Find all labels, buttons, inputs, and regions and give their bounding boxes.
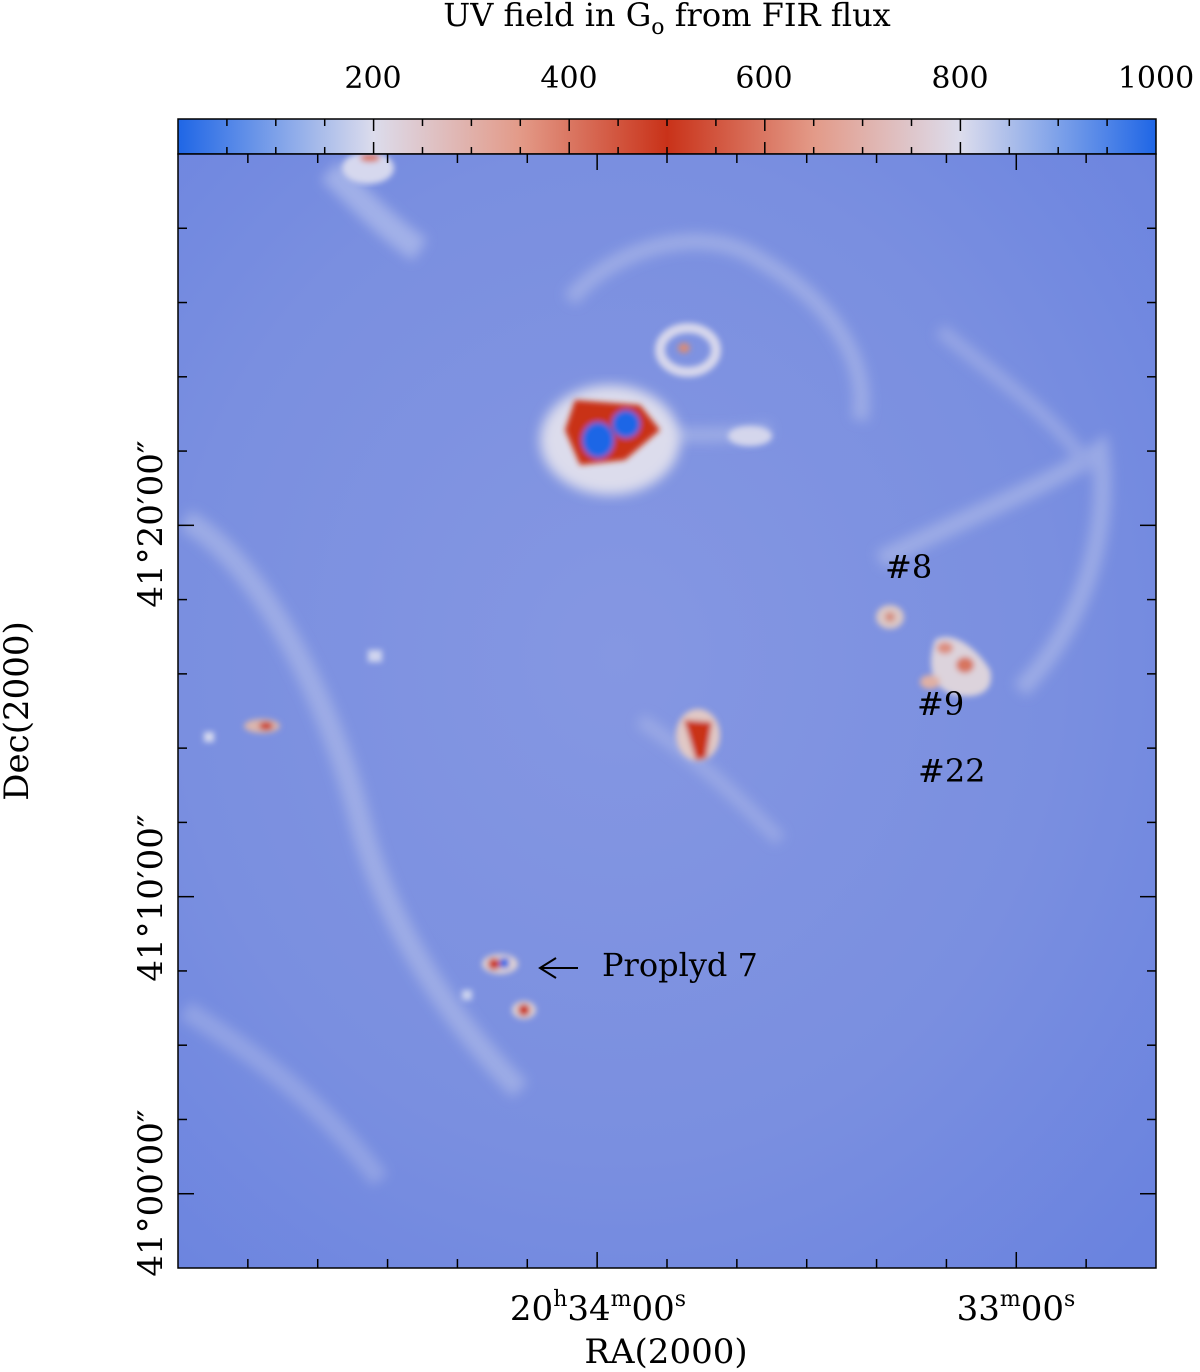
label-source-9: #9 bbox=[917, 685, 964, 723]
colorbar-ticks bbox=[226, 119, 1108, 154]
x-axis-label: RA(2000) bbox=[584, 1332, 747, 1372]
colorbar-tick-label: 600 bbox=[735, 61, 792, 96]
label-source-8: #8 bbox=[885, 548, 932, 586]
colorbar: UV field in Go from FIR flux 200 400 600… bbox=[177, 0, 1194, 155]
colorbar-tick-label: 1000 bbox=[1118, 61, 1194, 96]
proplyd-arrow bbox=[538, 957, 578, 979]
colorbar-tick-label: 200 bbox=[344, 61, 401, 96]
uv-field-map bbox=[178, 154, 1156, 1268]
y-axis-label: Dec(2000) bbox=[0, 621, 37, 800]
proplyd-source bbox=[462, 954, 536, 1019]
y-tick-label: 41°00′00″ bbox=[131, 1109, 171, 1276]
x-tick-label: 20h34m00s bbox=[510, 1287, 686, 1329]
bright-source bbox=[540, 385, 680, 495]
colorbar-tick-label: 800 bbox=[931, 61, 988, 96]
colorbar-tick-label: 400 bbox=[540, 61, 597, 96]
label-proplyd-7: Proplyd 7 bbox=[602, 946, 758, 984]
y-tick-label: 41°20′00″ bbox=[131, 440, 171, 607]
shell-sources bbox=[876, 605, 991, 697]
map-ticks bbox=[178, 154, 1156, 1268]
y-tick-label: 41°10′00″ bbox=[131, 814, 171, 981]
label-source-22: #22 bbox=[918, 752, 986, 790]
central-source bbox=[676, 709, 720, 761]
colorbar-title: UV field in Go from FIR flux bbox=[443, 0, 890, 40]
x-tick-label: 33m00s bbox=[957, 1287, 1076, 1329]
